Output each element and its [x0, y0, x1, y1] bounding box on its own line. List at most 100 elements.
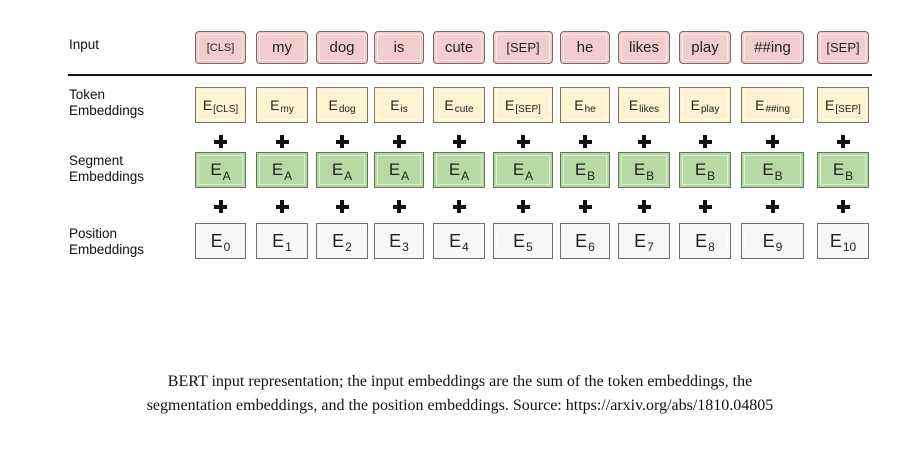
input-token-box: my: [256, 31, 308, 64]
position-embedding-subscript: 4: [462, 240, 469, 254]
position-embedding-subscript: 9: [775, 240, 783, 254]
token-embedding-base: E: [270, 97, 280, 113]
caption-line-2: segmentation embeddings, and the positio…: [146, 397, 774, 414]
plus-icon: [452, 200, 466, 213]
segment-label-line1: Segment: [69, 153, 124, 168]
segment-embedding-subscript: B: [845, 169, 854, 183]
position-embedding-subscript: 6: [588, 240, 595, 254]
token-embedding-base: E: [690, 97, 700, 113]
input-token-box: likes: [618, 31, 670, 64]
position-embedding-base: E: [513, 230, 526, 251]
token-embedding-base: E: [328, 97, 338, 113]
input-token-text: cute: [444, 39, 474, 56]
token-embedding-subscript: my: [280, 103, 294, 115]
token-embedding-base: E: [390, 97, 400, 113]
token-embedding-subscript: cute: [454, 103, 474, 115]
plus-icon: [275, 200, 289, 213]
token-embedding-box: E [SEP]: [493, 87, 553, 123]
token-embeddings-row-label: Token Embeddings: [69, 87, 144, 119]
plus-icon: [836, 135, 850, 148]
plus-icon: [766, 135, 779, 148]
input-token-text: he: [576, 39, 594, 56]
position-embedding-subscript: 0: [223, 240, 231, 254]
plus-icon: [637, 200, 651, 213]
segment-embedding-subscript: B: [587, 169, 596, 183]
plus-icon: [578, 200, 592, 213]
segment-embedding-subscript: B: [646, 169, 655, 183]
token-embedding-subscript: [SEP]: [835, 103, 861, 115]
plus-icon: [392, 135, 406, 148]
token-embedding-box: E ##ing: [741, 87, 804, 123]
plus-icon: [214, 135, 227, 148]
segment-embedding-base: E: [512, 160, 525, 179]
input-token-box: he: [560, 31, 610, 64]
segment-embedding-subscript: A: [461, 169, 470, 183]
input-token-box: ##ing: [741, 31, 804, 64]
segment-embedding-base: E: [271, 160, 284, 179]
position-embedding-base: E: [210, 230, 223, 251]
plus-icon: [275, 135, 289, 148]
input-token-box: [CLS]: [195, 31, 246, 64]
token-embedding-subscript: [CLS]: [213, 103, 239, 115]
plus-icon: [698, 200, 712, 213]
token-embedding-base: E: [574, 97, 584, 113]
position-embedding-subscript: 1: [285, 240, 292, 254]
position-embedding-box: E 10: [817, 223, 869, 259]
plus-icon: [516, 135, 530, 148]
input-token-text: ##ing: [754, 39, 791, 56]
segment-embedding-base: E: [210, 160, 222, 179]
position-embedding-base: E: [449, 230, 462, 251]
plus-icon: [637, 135, 651, 148]
input-token-box: is: [374, 31, 424, 64]
input-token-box: [SEP]: [817, 31, 869, 64]
plus-icon: [698, 135, 712, 148]
input-token-box: dog: [316, 31, 368, 64]
position-embedding-subscript: 2: [345, 240, 352, 254]
position-embedding-base: E: [634, 230, 647, 251]
segment-embedding-subscript: A: [284, 169, 293, 183]
input-token-text: [SEP]: [826, 40, 860, 55]
input-divider-line: [68, 74, 872, 76]
token-embedding-base: E: [825, 97, 835, 113]
token-embedding-subscript: [SEP]: [515, 103, 541, 115]
plus-icon: [214, 200, 227, 213]
position-embedding-base: E: [389, 230, 402, 251]
segment-embeddings-row-label: Segment Embeddings: [69, 153, 144, 185]
position-embedding-subscript: 5: [526, 240, 533, 254]
token-embedding-box: E [CLS]: [195, 87, 246, 123]
segment-embedding-subscript: B: [707, 169, 716, 183]
position-embedding-base: E: [332, 230, 345, 251]
token-embedding-base: E: [444, 97, 454, 113]
token-embedding-subscript: dog: [338, 103, 356, 115]
token-embedding-subscript: is: [400, 103, 408, 115]
input-token-text: likes: [628, 39, 659, 56]
plus-icon: [392, 200, 406, 213]
plus-icon: [516, 200, 530, 213]
token-embedding-base: E: [505, 97, 515, 113]
input-token-text: [SEP]: [506, 40, 540, 55]
plus-icon: [836, 200, 850, 213]
token-embedding-base: E: [202, 97, 213, 113]
token-embedding-subscript: play: [700, 103, 720, 115]
plus-icon: [335, 200, 349, 213]
